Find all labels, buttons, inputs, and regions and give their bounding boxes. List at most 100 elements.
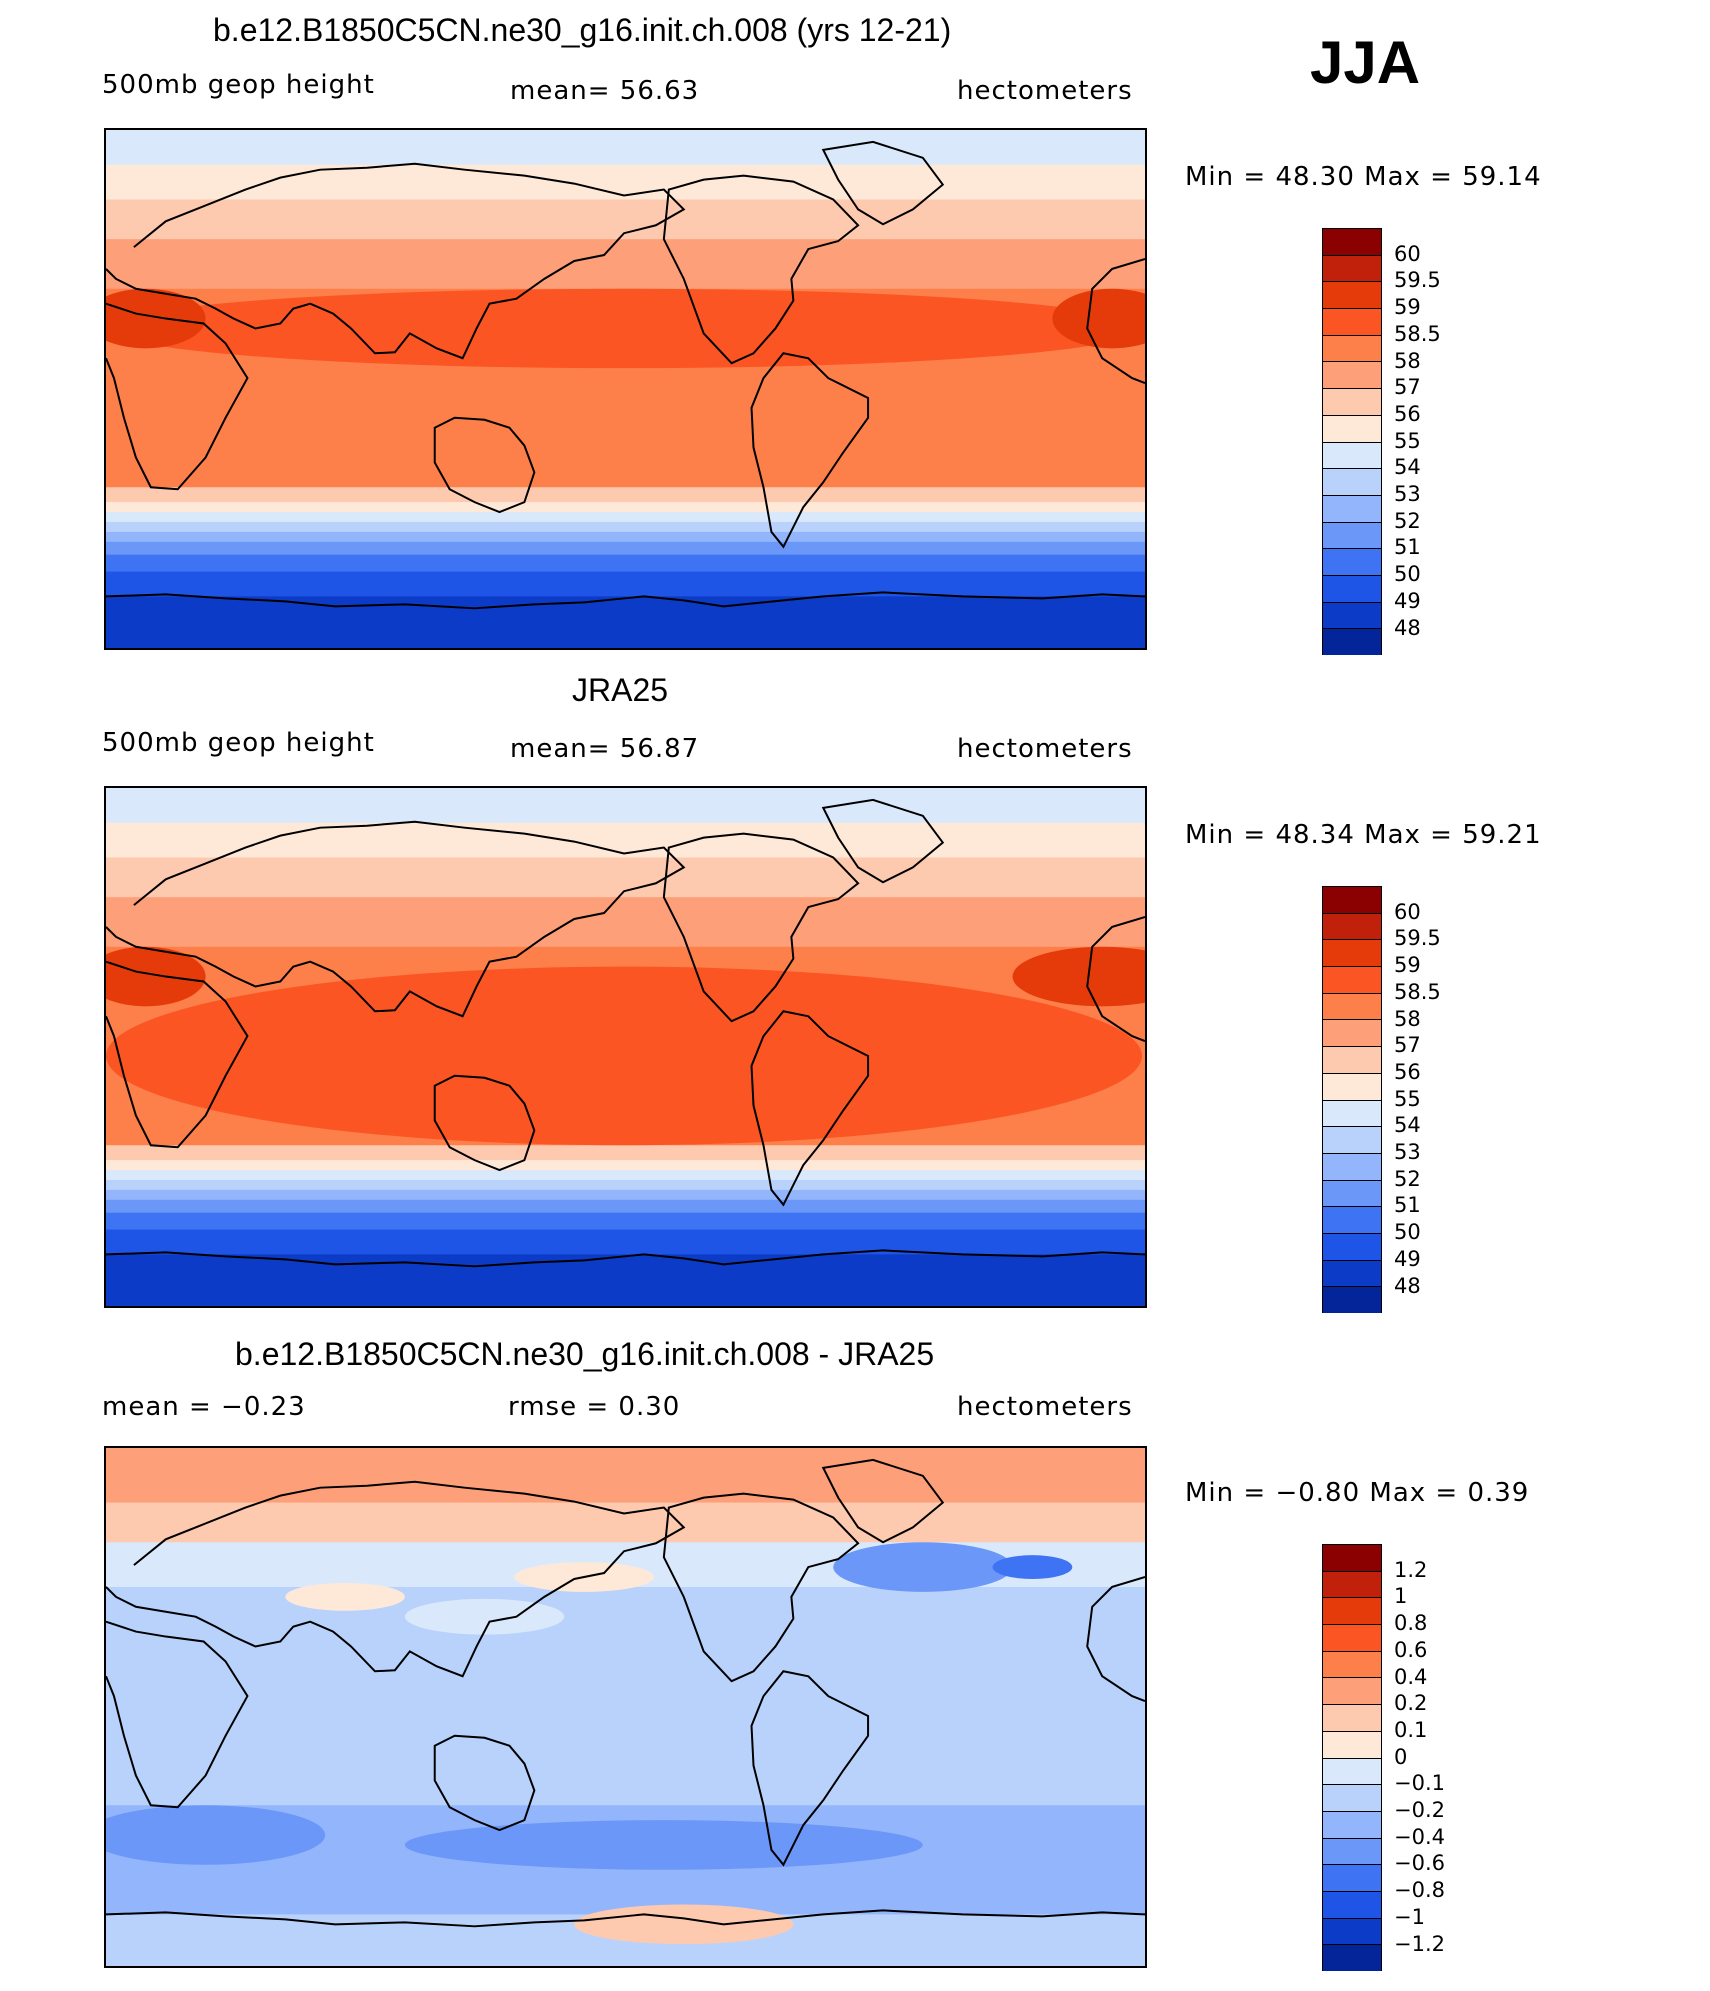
panel2-variable: 500mb geop height: [102, 728, 375, 758]
coastline: [662, 174, 860, 365]
legend-tick-label: 0.2: [1394, 1691, 1428, 1716]
legend-tick-label: 57: [1394, 375, 1421, 400]
contour-region: [404, 1820, 923, 1870]
legend-swatch: [1322, 1179, 1382, 1207]
legend-tick-label: 59.5: [1394, 926, 1441, 951]
contour-region: [1052, 288, 1145, 349]
contour-band: [106, 1160, 1145, 1172]
coastline: [750, 352, 870, 549]
legend-tick-label: 54: [1394, 1113, 1421, 1138]
legend-swatch: [1322, 1837, 1382, 1865]
contour-region: [106, 966, 1143, 1146]
legend-tick-label: 0.8: [1394, 1611, 1428, 1636]
legend-swatch: [1322, 1650, 1382, 1678]
panel2-legend: 60 59.5 59 58.5 58 57 56 55 54 53 52 51 50 49 48: [1322, 886, 1441, 1313]
legend-tick-label: 57: [1394, 1033, 1421, 1058]
legend-tick-label: 53: [1394, 482, 1421, 506]
panel2-mean: mean= 56.87: [510, 734, 700, 764]
contour-band: [106, 596, 1145, 648]
legend-tick-label: −0.2: [1394, 1798, 1445, 1822]
panel1-variable: 500mb geop height: [102, 70, 375, 100]
legend-tick-label: −0.8: [1394, 1878, 1445, 1903]
panel2-minmax: Min = 48.34 Max = 59.21: [1185, 820, 1542, 850]
coastline: [433, 1734, 536, 1832]
legend-swatch: [1322, 1570, 1382, 1598]
panel1-map: [104, 128, 1147, 650]
legend-swatch: [1322, 1730, 1382, 1758]
coastline: [1086, 916, 1145, 1042]
contour-band: [106, 554, 1145, 573]
legend-tick-label: 58.5: [1394, 979, 1441, 1004]
legend-tick-label: 50: [1394, 1220, 1421, 1245]
coastline: [821, 798, 945, 884]
contour-region: [106, 946, 206, 1007]
legend-tick-label: 52: [1394, 508, 1421, 533]
legend-tick-label: −0.6: [1394, 1851, 1445, 1876]
panel3-minmax: Min = −0.80 Max = 0.39: [1185, 1478, 1530, 1508]
legend-swatch: [1322, 1677, 1382, 1705]
legend-tick-label: 56: [1394, 401, 1421, 426]
legend-tick-label: 0.4: [1394, 1664, 1428, 1689]
coastline: [106, 1249, 1145, 1268]
contour-band: [106, 130, 1145, 166]
legend-tick-label: 58: [1394, 1006, 1421, 1031]
legend-swatch: [1322, 1704, 1382, 1731]
legend-swatch: [1322, 521, 1382, 549]
contour-band: [106, 897, 1145, 948]
legend-swatch: [1322, 1206, 1382, 1233]
contour-region: [574, 1904, 794, 1945]
legend-tick-label: 58.5: [1394, 321, 1441, 346]
legend-swatch: [1322, 939, 1382, 967]
legend-swatch: [1322, 992, 1382, 1020]
panel2-units: hectometers: [957, 734, 1133, 764]
contour-region: [992, 1555, 1073, 1579]
legend-tick-label: 59: [1394, 953, 1421, 978]
contour-band: [106, 1145, 1145, 1162]
legend-swatch: [1322, 1597, 1382, 1625]
legend-tick-label: 58: [1394, 348, 1421, 373]
contour-band: [106, 487, 1145, 504]
legend-swatch: [1322, 308, 1382, 335]
panel2-title: JRA25: [572, 672, 669, 708]
coastline: [433, 1074, 536, 1172]
panel3-rmse: rmse = 0.30: [508, 1392, 681, 1422]
legend-tick-label: 60: [1394, 899, 1421, 924]
legend-tick-label: 1: [1394, 1584, 1408, 1609]
contour-band: [106, 1706, 1145, 1807]
contour-region: [833, 1542, 1013, 1592]
legend-tick-label: 53: [1394, 1140, 1421, 1164]
legend-swatch: [1322, 1019, 1382, 1047]
legend-swatch: [1322, 468, 1382, 495]
contour-region: [1012, 946, 1145, 1007]
coastline: [750, 1010, 870, 1207]
coastline: [1086, 1576, 1145, 1702]
legend-tick-label: 49: [1394, 1246, 1421, 1271]
legend-swatch: [1322, 494, 1382, 522]
contour-band: [106, 788, 1145, 824]
legend-tick-label: −0.1: [1394, 1771, 1445, 1796]
coastline: [106, 302, 249, 491]
contour-band: [106, 1212, 1145, 1231]
contour-band: [106, 541, 1145, 556]
coastline: [662, 1492, 860, 1683]
legend-tick-label: 50: [1394, 562, 1421, 587]
legend-tick-label: 59.5: [1394, 268, 1441, 293]
legend-swatch: [1322, 1046, 1382, 1073]
contour-band: [106, 571, 1145, 598]
legend-tick-label: 48: [1394, 615, 1421, 640]
legend-swatch: [1322, 1544, 1382, 1571]
contour-band: [106, 1254, 1145, 1306]
legend-swatch: [1322, 281, 1382, 309]
contour-band: [106, 1189, 1145, 1201]
legend-tick-label: 1.2: [1394, 1557, 1428, 1582]
legend-swatch: [1322, 1259, 1382, 1287]
coastline: [106, 960, 249, 1149]
legend-tick-label: −0.4: [1394, 1824, 1445, 1849]
legend-swatch: [1322, 601, 1382, 629]
coastline: [106, 162, 686, 360]
legend-swatch: [1322, 912, 1382, 940]
panel3-units: hectometers: [957, 1392, 1133, 1422]
legend-tick-label: 56: [1394, 1059, 1421, 1084]
contour-band: [106, 1179, 1145, 1191]
legend-tick-label: −1.2: [1394, 1931, 1445, 1956]
